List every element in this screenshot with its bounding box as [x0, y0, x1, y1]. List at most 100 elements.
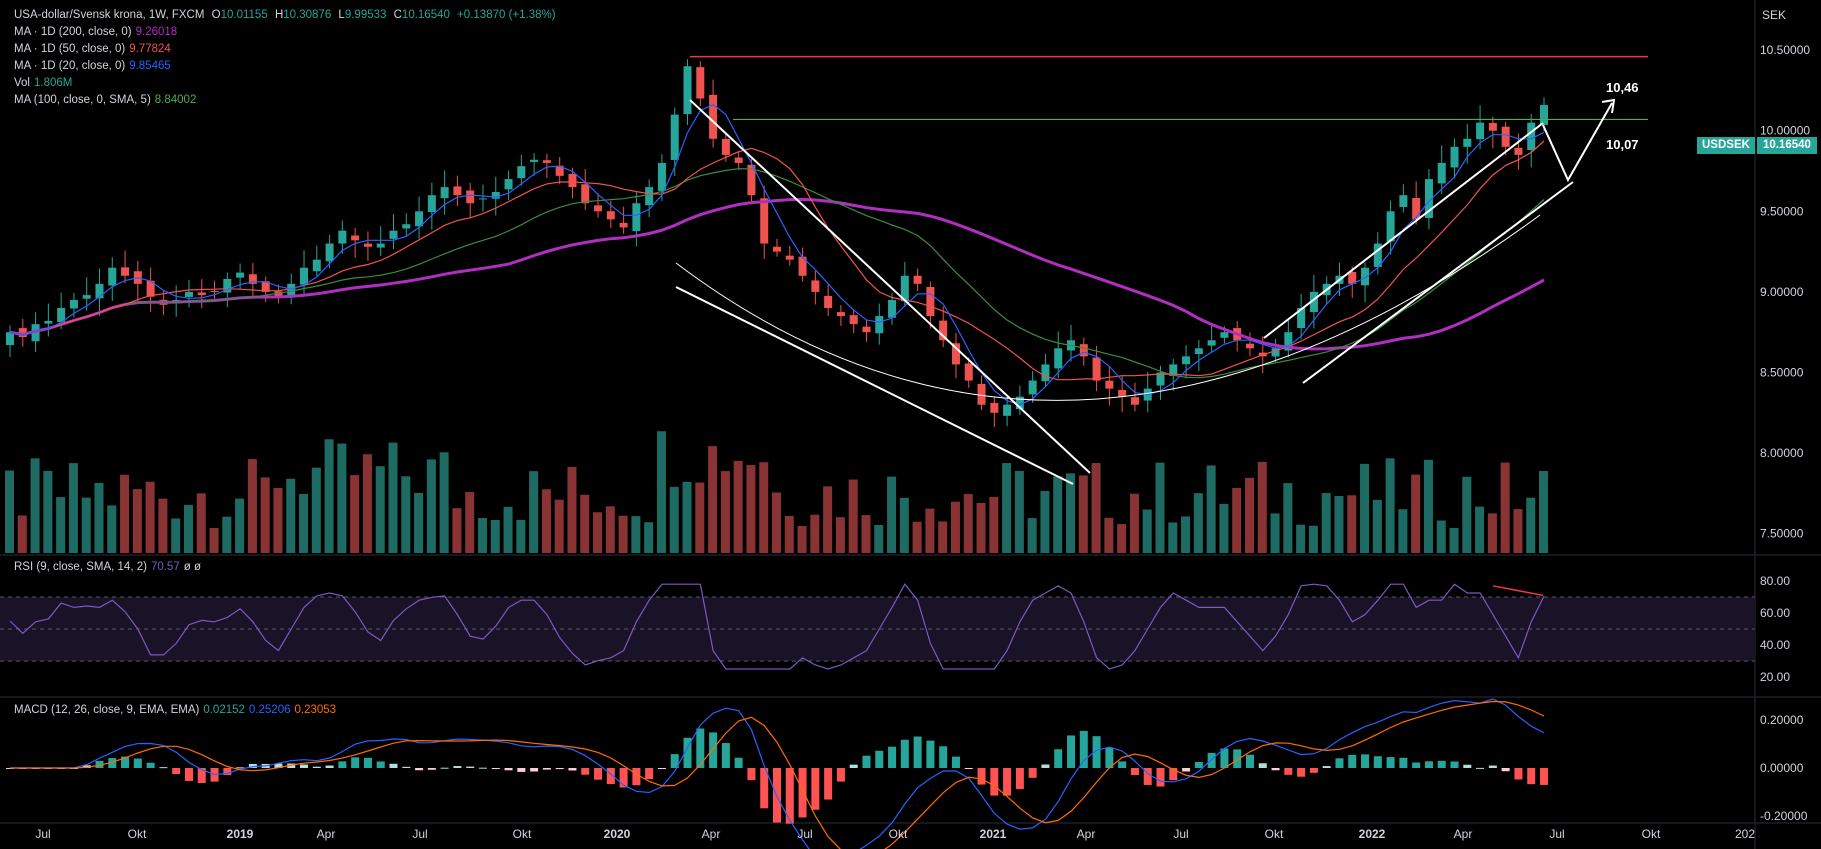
- macd-hist-bar: [964, 768, 973, 769]
- candle-body: [44, 320, 53, 324]
- candle-body: [1437, 162, 1446, 184]
- macd-tick-label: -0.20000: [1760, 809, 1808, 823]
- macd-hist-bar: [606, 768, 615, 785]
- time-axis-label: Jul: [1549, 827, 1564, 841]
- macd-hist-bar: [696, 728, 705, 768]
- volume-bar: [580, 494, 590, 553]
- indicator-ma200[interactable]: MA · 1D (200, close, 0) 9.26018: [14, 26, 178, 38]
- candle-body: [376, 243, 385, 248]
- volume-bar: [286, 478, 296, 553]
- indicator-ma50[interactable]: MA · 1D (50, close, 0) 9.77824: [14, 43, 171, 55]
- macd-line: [10, 698, 1545, 849]
- volume-bar: [1168, 522, 1178, 553]
- candle-body: [491, 191, 500, 199]
- macd-hist-bar: [670, 754, 679, 768]
- macd-hist-bar: [926, 740, 935, 768]
- time-axis-label: Apr: [1454, 827, 1473, 841]
- volume-bar: [874, 524, 884, 553]
- volume-bar: [503, 506, 513, 553]
- price-tick-label: 9.00000: [1760, 285, 1804, 299]
- volume-bar: [759, 462, 769, 553]
- indicator-ma20[interactable]: MA · 1D (20, close, 0) 9.85465: [14, 60, 171, 72]
- volume-bar: [1206, 465, 1216, 553]
- candle-body: [824, 295, 833, 309]
- candle-body: [82, 295, 91, 299]
- volume-bar: [733, 460, 743, 553]
- volume-bar: [708, 446, 718, 553]
- macd-hist-bar: [376, 761, 385, 768]
- macd-hist-bar: [785, 768, 794, 824]
- candle-body: [1207, 340, 1216, 346]
- candle-body: [530, 159, 539, 162]
- volume-bar: [682, 481, 692, 553]
- macd-hist-bar: [990, 768, 999, 796]
- macd-hist-bar: [888, 746, 897, 768]
- volume-bar: [1142, 509, 1152, 553]
- indicator-ma100[interactable]: MA (100, close, 0, SMA, 5) 8.84002: [14, 94, 197, 106]
- candle-body: [1399, 195, 1408, 208]
- resistance-level-label: 10,46: [1606, 80, 1639, 95]
- time-axis-label: 2022: [1359, 827, 1386, 841]
- macd-hist-bar: [798, 768, 807, 818]
- volume-bar: [1129, 493, 1139, 553]
- time-axis-label: 202: [1735, 827, 1755, 841]
- volume-bar: [311, 467, 321, 553]
- close-value: C10.16540: [393, 9, 450, 21]
- candle-body: [709, 94, 718, 139]
- macd-hist-bar: [82, 765, 91, 768]
- macd-hist-bar: [1233, 749, 1242, 768]
- volume-bar: [350, 475, 360, 553]
- macd-hist-bar: [709, 732, 718, 768]
- volume-bar: [1053, 476, 1063, 553]
- macd-hist-bar: [1540, 768, 1548, 785]
- candle-body: [1271, 348, 1280, 357]
- candle-body: [1412, 198, 1421, 220]
- volume-bar: [567, 466, 577, 553]
- macd-hist-bar: [1156, 768, 1165, 787]
- time-axis-label: Okt: [889, 827, 908, 841]
- macd-hist-bar: [159, 767, 168, 769]
- candle-body: [108, 267, 117, 286]
- candle-body: [1373, 243, 1382, 268]
- candle-body: [1476, 122, 1485, 140]
- candles: [6, 59, 1548, 428]
- macd-hist-bar: [1245, 754, 1254, 768]
- volume-bar: [1436, 520, 1446, 553]
- open-value: O10.01155: [211, 9, 268, 21]
- candle-body: [312, 259, 321, 272]
- volume-bar: [541, 489, 551, 553]
- volume-bar: [1423, 459, 1433, 553]
- macd-hist-bar: [1309, 768, 1318, 773]
- macd-legend[interactable]: MACD (12, 26, close, 9, EMA, EMA) 0.02152…: [14, 704, 340, 716]
- volume-bar: [17, 515, 27, 553]
- macd-hist-bar: [236, 767, 245, 769]
- indicator-volume[interactable]: Vol 1.806M: [14, 77, 73, 89]
- candle-body: [248, 274, 257, 284]
- rsi-tick-label: 80.00: [1760, 574, 1790, 588]
- candle-body: [1361, 267, 1370, 286]
- candle-body: [1220, 332, 1229, 338]
- volume-bar: [1360, 463, 1370, 553]
- volume-bar: [439, 452, 449, 553]
- candle-body: [977, 383, 986, 405]
- candle-body: [913, 275, 922, 284]
- volume-bar: [1117, 524, 1127, 553]
- volume-bar: [414, 492, 424, 553]
- macd-signal-value: 0.23053: [294, 704, 337, 716]
- time-axis-label: Okt: [1642, 827, 1661, 841]
- candle-body: [900, 275, 909, 302]
- macd-hist-bar: [1092, 736, 1101, 768]
- time-axis-label: Jul: [35, 827, 50, 841]
- volume-bar: [529, 471, 539, 553]
- macd-hist-bar: [581, 768, 590, 775]
- macd-hist-bar: [811, 768, 820, 810]
- high-value: H10.30876: [274, 9, 332, 21]
- volume-bar: [1398, 509, 1408, 553]
- rsi-legend[interactable]: RSI (9, close, SMA, 14, 2) 70.57 ø ø: [14, 561, 205, 573]
- candle-body: [274, 291, 283, 297]
- candle-body: [785, 255, 794, 260]
- volume-bar: [1539, 470, 1548, 553]
- candle-body: [1540, 104, 1548, 125]
- volume-bar: [1475, 506, 1485, 553]
